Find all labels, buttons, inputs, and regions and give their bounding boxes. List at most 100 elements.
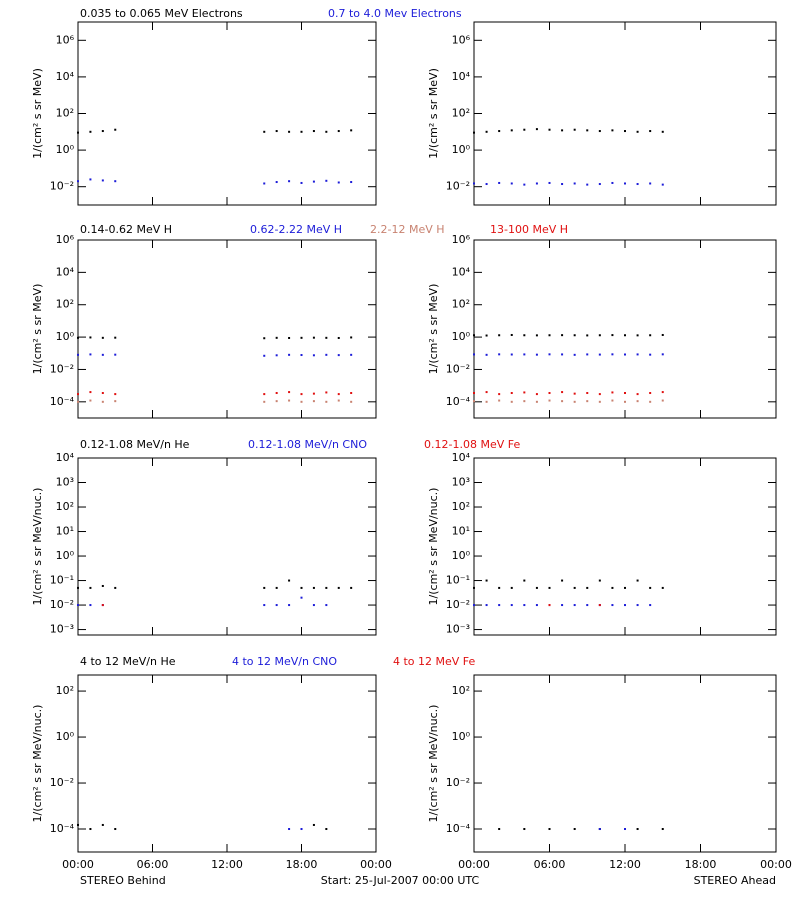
data-point <box>636 604 639 607</box>
data-point <box>611 604 614 607</box>
data-point <box>263 400 266 403</box>
data-point <box>561 129 564 132</box>
data-point <box>77 823 79 826</box>
data-point <box>89 353 92 356</box>
y-axis-label: 1/(cm² s sr MeV/nuc.) <box>31 488 44 606</box>
data-point <box>485 391 488 394</box>
data-point <box>636 828 639 831</box>
data-point <box>624 586 626 589</box>
panel-frame <box>473 239 777 419</box>
data-point <box>114 828 117 831</box>
data-point <box>661 183 664 186</box>
legend-entry: 0.12-1.08 MeV/n CNO <box>248 438 367 451</box>
data-point <box>263 586 266 589</box>
data-point <box>573 400 576 403</box>
data-point <box>661 391 664 394</box>
y-tick-label: 10⁻⁴ <box>446 395 471 408</box>
data-point <box>561 400 564 403</box>
x-tick-label: 00:00 <box>360 858 392 871</box>
data-point <box>275 130 278 133</box>
panel-frame <box>473 21 777 206</box>
data-point <box>350 129 353 132</box>
data-point <box>485 400 488 403</box>
y-tick-label: 10⁴ <box>56 451 75 464</box>
x-tick-label: 18:00 <box>286 858 318 871</box>
data-point <box>325 179 328 182</box>
data-point <box>485 183 488 186</box>
data-point <box>636 130 639 133</box>
data-point <box>77 586 79 589</box>
y-axis-label: 1/(cm² s sr MeV/nuc.) <box>427 705 440 823</box>
data-point <box>114 128 117 131</box>
data-point <box>350 392 353 395</box>
data-point <box>573 334 576 337</box>
data-point <box>473 131 475 134</box>
data-point <box>312 130 315 133</box>
data-point <box>661 333 664 336</box>
data-point <box>288 828 291 831</box>
y-tick-label: 10⁰ <box>452 330 471 343</box>
data-point <box>598 604 601 607</box>
data-point <box>586 604 589 607</box>
data-point <box>89 130 92 133</box>
data-point <box>473 353 475 356</box>
data-point <box>288 604 291 607</box>
data-point <box>636 579 639 582</box>
y-tick-label: 10⁻¹ <box>50 574 74 587</box>
data-point <box>337 181 340 184</box>
y-tick-label: 10⁰ <box>452 143 471 156</box>
data-point <box>300 596 303 599</box>
x-tick-label: 06:00 <box>137 858 169 871</box>
y-tick-label: 10⁰ <box>56 549 75 562</box>
y-tick-label: 10⁴ <box>452 70 471 83</box>
data-point <box>561 604 564 607</box>
y-tick-label: 10⁴ <box>452 451 471 464</box>
data-point <box>510 400 513 403</box>
data-point <box>485 334 488 337</box>
y-tick-label: 10⁻⁴ <box>446 822 471 835</box>
data-point <box>624 353 626 356</box>
panel-frame <box>77 21 377 206</box>
y-tick-label: 10¹ <box>452 525 470 538</box>
data-point <box>636 400 639 403</box>
data-point <box>101 336 104 339</box>
data-point <box>649 334 652 337</box>
data-point <box>598 400 601 403</box>
data-point <box>325 391 328 394</box>
data-point <box>548 399 551 402</box>
data-point <box>510 333 513 336</box>
data-point <box>263 182 266 185</box>
data-point <box>561 391 564 394</box>
data-point <box>288 180 291 183</box>
data-point <box>611 391 614 394</box>
data-point <box>288 391 291 394</box>
data-point <box>337 393 340 396</box>
y-tick-label: 10⁴ <box>56 265 75 278</box>
data-point <box>473 586 475 589</box>
data-point <box>498 586 501 589</box>
data-point <box>77 131 79 134</box>
y-tick-label: 10³ <box>452 476 470 489</box>
legend-entry: 0.12-1.08 MeV/n He <box>80 438 190 451</box>
y-tick-label: 10⁰ <box>452 730 471 743</box>
data-point <box>523 604 526 607</box>
data-point <box>535 334 538 337</box>
data-point <box>300 393 303 396</box>
data-point <box>77 393 79 396</box>
y-tick-label: 10⁻² <box>50 598 74 611</box>
data-point <box>114 586 117 589</box>
data-point <box>636 393 639 396</box>
data-point <box>325 353 328 356</box>
data-point <box>510 129 513 132</box>
legend-entry: 0.035 to 0.065 MeV Electrons <box>80 7 243 20</box>
data-point <box>598 334 601 337</box>
data-point <box>561 334 564 337</box>
x-tick-label: 18:00 <box>685 858 717 871</box>
data-point <box>624 130 626 133</box>
data-point <box>485 579 488 582</box>
panel-frame <box>77 674 377 853</box>
data-point <box>636 334 639 337</box>
data-point <box>312 586 315 589</box>
data-point <box>523 400 526 403</box>
data-point <box>275 400 278 403</box>
